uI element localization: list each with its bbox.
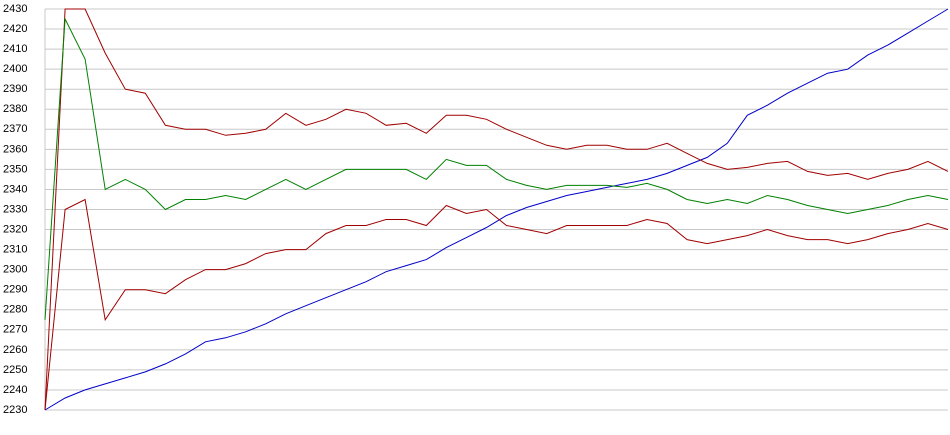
y-tick-label: 2320 [3,223,27,235]
series-line [44,8,949,411]
y-tick-label: 2380 [3,103,27,115]
series-line [44,17,949,320]
y-tick-label: 2360 [3,143,27,155]
y-tick-label: 2260 [3,344,27,356]
y-tick-label: 2340 [3,183,27,195]
y-tick-label: 2240 [3,384,27,396]
y-tick-label: 2400 [3,63,27,75]
y-tick-label: 2280 [3,304,27,316]
series-line [44,8,949,411]
y-tick-label: 2270 [3,324,27,336]
y-tick-label: 2290 [3,284,27,296]
y-tick-label: 2410 [3,43,27,55]
y-tick-label: 2370 [3,123,27,135]
y-tick-label: 2250 [3,364,27,376]
y-tick-label: 2300 [3,264,27,276]
y-tick-label: 2430 [3,3,27,15]
y-tick-label: 2330 [3,203,27,215]
series-line [44,198,949,411]
y-tick-label: 2230 [3,404,27,416]
y-tick-label: 2420 [3,23,27,35]
y-tick-label: 2350 [3,163,27,175]
y-tick-label: 2310 [3,244,27,256]
y-tick-label: 2390 [3,83,27,95]
